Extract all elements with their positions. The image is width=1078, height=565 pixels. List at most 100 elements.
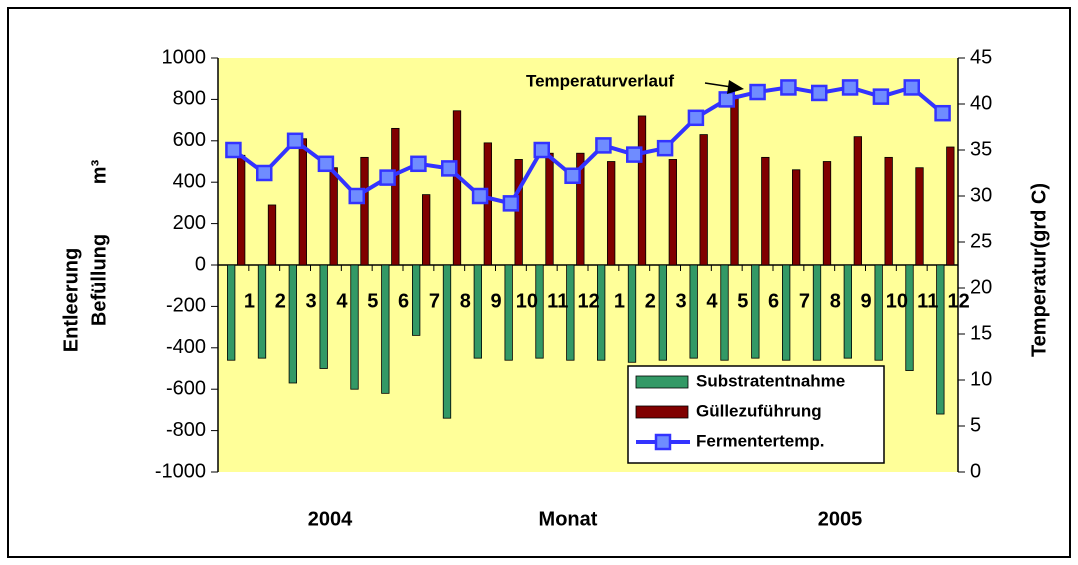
bar xyxy=(607,161,616,266)
bar xyxy=(452,110,462,266)
y2-tick-label: 5 xyxy=(970,414,981,436)
bar xyxy=(237,154,246,266)
x-tick-label: 8 xyxy=(460,290,471,312)
x-tick-label: 1 xyxy=(614,290,625,312)
bar xyxy=(884,156,893,266)
marker xyxy=(441,160,458,177)
bar xyxy=(637,115,647,266)
marker xyxy=(379,169,396,186)
x-tick-label: 11 xyxy=(547,290,568,312)
bar xyxy=(668,159,677,266)
x-tick-label: 3 xyxy=(676,290,687,312)
x-tick-label: 3 xyxy=(306,290,317,312)
bar xyxy=(792,169,801,266)
arrow-head xyxy=(727,80,744,94)
x-tick-label: 5 xyxy=(367,290,378,312)
marker xyxy=(656,139,674,157)
bar xyxy=(288,264,297,384)
bar xyxy=(853,136,862,266)
marker xyxy=(749,83,766,101)
y-tick-label: -600 xyxy=(166,377,206,399)
bar xyxy=(391,127,400,266)
y-tick-label: 0 xyxy=(195,253,206,275)
x-tick-label: 10 xyxy=(886,290,908,312)
bar xyxy=(627,264,637,363)
x-tick-label: 12 xyxy=(577,290,599,312)
x-tick-label: 6 xyxy=(768,290,779,312)
bar xyxy=(257,264,267,359)
marker xyxy=(348,187,365,205)
x-group-label: 2005 xyxy=(818,508,863,530)
y-tick-label: -400 xyxy=(166,336,206,358)
marker xyxy=(410,155,427,173)
x-tick-label: 5 xyxy=(737,290,748,312)
y-tick-label: 1000 xyxy=(162,46,207,68)
bar xyxy=(350,264,359,390)
bar xyxy=(936,264,945,415)
y2-tick-label: 25 xyxy=(970,230,992,252)
marker xyxy=(718,91,735,108)
bar xyxy=(843,264,852,359)
annotation: Temperaturverlauf xyxy=(526,71,674,90)
y2-tick-label: 15 xyxy=(970,322,992,344)
marker xyxy=(811,84,828,102)
y-tick-label: -200 xyxy=(166,295,206,317)
marker xyxy=(626,146,643,163)
bar xyxy=(597,264,606,361)
y2-tick-label: 30 xyxy=(970,184,992,206)
bar xyxy=(874,264,883,361)
bar xyxy=(761,156,770,266)
y-tick-label: -800 xyxy=(166,419,206,441)
x-tick-label: 10 xyxy=(516,290,538,312)
x-tick-label: 9 xyxy=(491,290,502,312)
bar xyxy=(473,264,482,359)
bar xyxy=(566,264,575,361)
bar xyxy=(267,204,277,266)
x-tick-label: 6 xyxy=(398,290,409,312)
bar xyxy=(720,264,729,361)
bar xyxy=(812,264,822,361)
y-axis-title: Entleerung xyxy=(60,248,82,352)
x-tick-label: 4 xyxy=(336,290,348,312)
bar xyxy=(381,264,390,394)
x-tick-label: 2 xyxy=(645,290,656,312)
x-group-label: 2004 xyxy=(308,508,353,530)
marker xyxy=(595,137,612,154)
marker xyxy=(502,195,520,212)
x-tick-label: 11 xyxy=(917,290,938,312)
x-tick-label: 12 xyxy=(947,290,969,312)
marker xyxy=(872,88,890,105)
bar xyxy=(782,264,791,361)
marker xyxy=(317,155,335,173)
bar xyxy=(504,264,513,361)
bar xyxy=(442,264,452,419)
y2-tick-label: 0 xyxy=(970,460,981,482)
bar xyxy=(329,167,338,266)
y2-axis-title: Temperatur(grd C) xyxy=(1028,183,1050,357)
bar xyxy=(689,264,698,359)
marker xyxy=(934,104,951,122)
x-tick-label: 9 xyxy=(861,290,872,312)
x-tick-label: 7 xyxy=(429,290,440,312)
marker xyxy=(286,132,304,150)
y-tick-label: 600 xyxy=(173,129,206,151)
y-tick-label: -1000 xyxy=(155,460,206,482)
legend-swatch xyxy=(635,375,689,389)
bar xyxy=(298,138,307,266)
marker xyxy=(903,79,920,96)
marker xyxy=(780,79,797,96)
legend-label: Substratentnahme xyxy=(696,371,845,390)
marker xyxy=(564,167,581,185)
x-tick-label: 8 xyxy=(830,290,841,312)
marker xyxy=(841,79,859,96)
x-axis-title: Monat xyxy=(539,508,598,530)
bar xyxy=(946,146,955,266)
legend-marker xyxy=(654,433,672,451)
y-tick-label: 800 xyxy=(173,88,206,110)
y2-tick-label: 20 xyxy=(970,276,992,298)
bar xyxy=(822,161,832,266)
x-tick-label: 7 xyxy=(799,290,810,312)
y2-tick-label: 45 xyxy=(970,46,992,68)
legend-label: Güllezuführung xyxy=(696,401,822,420)
marker xyxy=(225,141,242,159)
